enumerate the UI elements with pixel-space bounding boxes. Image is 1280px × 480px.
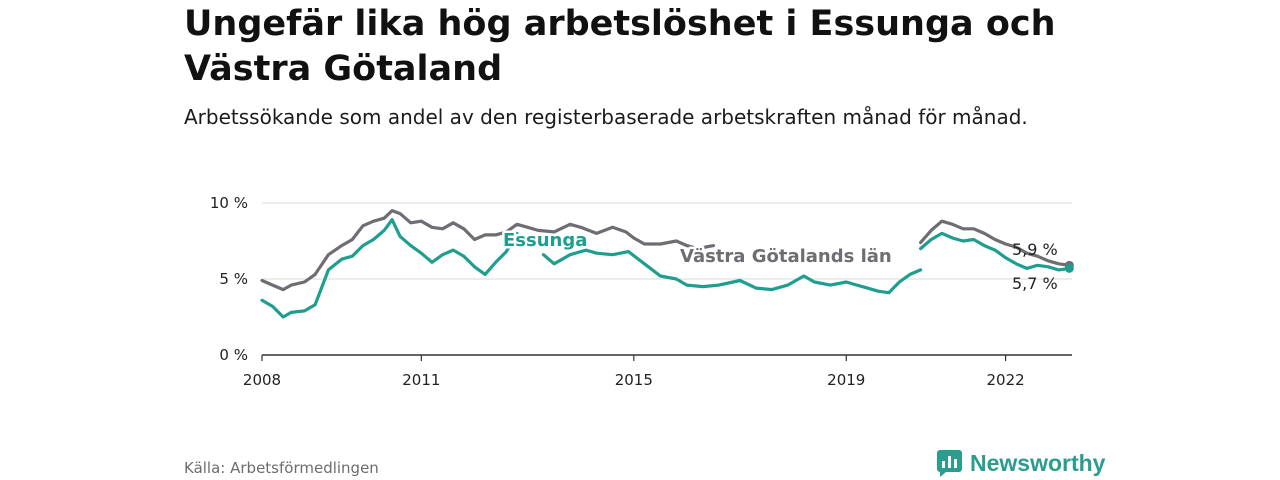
y-tick-label: 10 % [210,194,248,212]
y-tick-label: 0 % [219,346,248,364]
end-marker-essunga [1064,263,1074,273]
x-tick-label: 2022 [987,371,1025,389]
series-line-essunga [260,218,519,319]
x-tick-label: 2011 [402,371,440,389]
end-label-essunga: 5,7 % [1012,274,1058,293]
page-title: Ungefär lika hög arbetslöshet i Essunga … [184,4,1056,89]
annotation-essunga: Essunga [503,230,587,251]
end-label-vastra-gotaland: 5,9 % [1012,240,1058,259]
x-tick-label: 2015 [615,371,653,389]
x-tick-label: 2008 [243,371,281,389]
series-line-vastra-gotaland [260,209,716,292]
page-subtitle: Arbetssökande som andel av den registerb… [184,105,1028,129]
brand-name: Newsworthy [970,449,1106,476]
series-line-essunga [541,248,923,295]
annotation-vastra-gotaland: Västra Götalands län [680,246,892,267]
source-note: Källa: Arbetsförmedlingen [184,459,379,477]
y-tick-label: 5 % [219,270,248,288]
newsworthy-brand[interactable]: Newsworthy [937,449,1105,477]
newsworthy-logo-icon [937,449,962,477]
series-line-vastra-gotaland [918,219,1071,267]
series-line-essunga [918,231,1071,272]
x-tick-label: 2019 [827,371,865,389]
